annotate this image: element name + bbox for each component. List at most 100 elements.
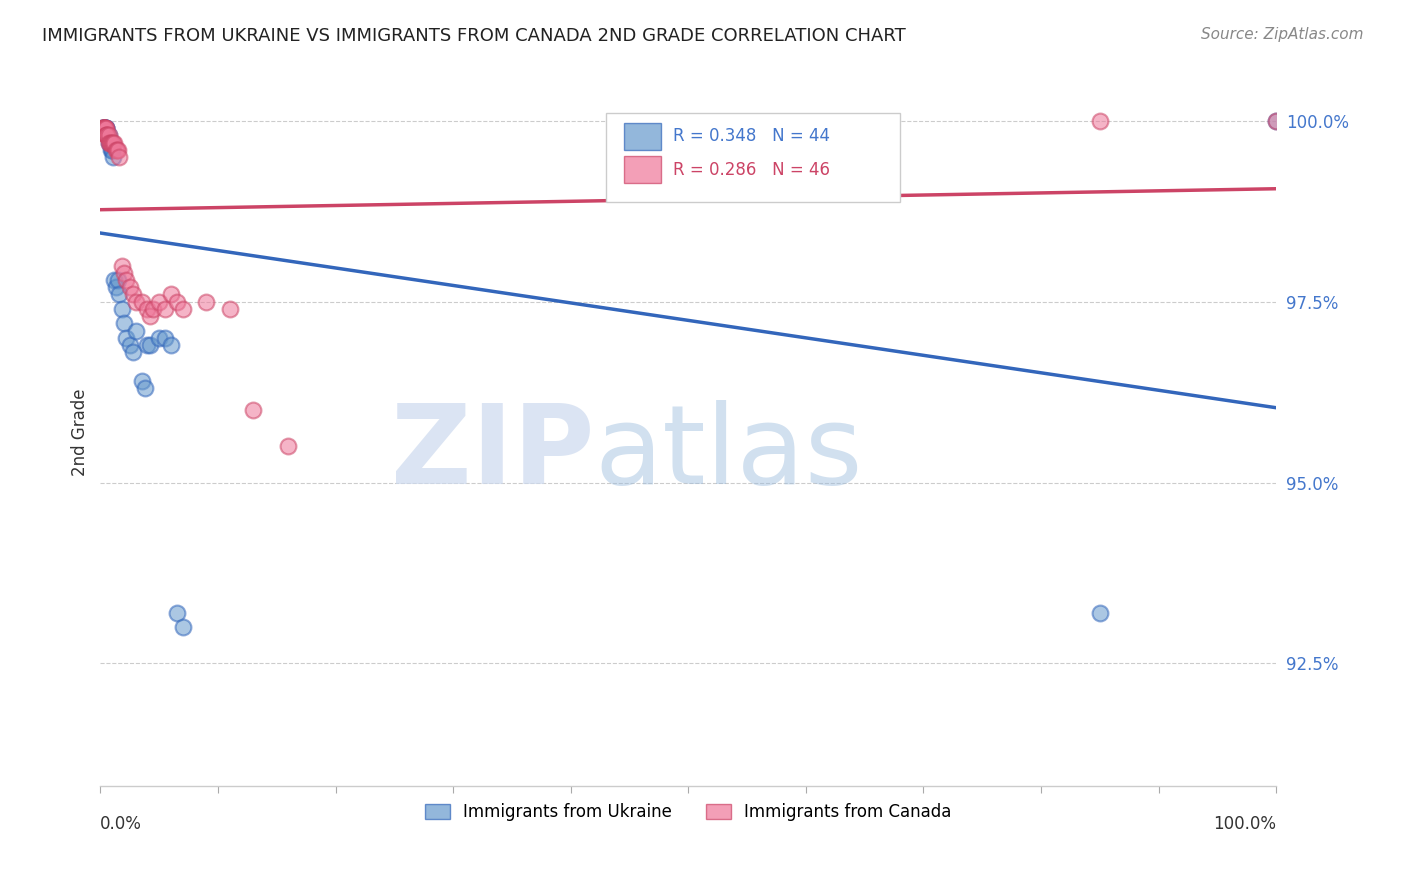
Text: R = 0.348   N = 44: R = 0.348 N = 44 bbox=[673, 128, 830, 145]
Immigrants from Ukraine bbox=[1265, 113, 1288, 128]
Immigrants from Canada bbox=[93, 121, 115, 136]
Immigrants from Canada bbox=[93, 121, 115, 136]
Text: R = 0.286   N = 46: R = 0.286 N = 46 bbox=[673, 161, 830, 178]
Immigrants from Ukraine bbox=[131, 374, 153, 388]
Immigrants from Ukraine bbox=[172, 620, 194, 634]
Immigrants from Canada bbox=[91, 121, 114, 136]
Immigrants from Ukraine bbox=[104, 280, 127, 294]
Immigrants from Canada bbox=[1265, 113, 1288, 128]
Immigrants from Ukraine bbox=[97, 136, 120, 150]
Immigrants from Canada bbox=[172, 301, 194, 316]
Immigrants from Canada bbox=[98, 136, 121, 150]
Immigrants from Canada bbox=[97, 136, 120, 150]
Immigrants from Canada bbox=[97, 128, 120, 143]
Immigrants from Canada bbox=[142, 301, 165, 316]
Immigrants from Ukraine bbox=[115, 331, 138, 345]
Immigrants from Canada bbox=[108, 150, 131, 164]
Immigrants from Ukraine bbox=[96, 128, 118, 143]
Immigrants from Ukraine bbox=[107, 273, 129, 287]
Immigrants from Canada bbox=[242, 403, 264, 417]
Immigrants from Ukraine bbox=[166, 606, 188, 620]
Immigrants from Ukraine bbox=[148, 331, 170, 345]
Immigrants from Canada bbox=[195, 294, 218, 309]
Immigrants from Ukraine bbox=[153, 331, 176, 345]
Immigrants from Ukraine bbox=[96, 121, 118, 136]
Immigrants from Canada bbox=[160, 287, 183, 301]
Immigrants from Ukraine bbox=[134, 382, 156, 396]
Immigrants from Canada bbox=[138, 309, 160, 323]
Immigrants from Ukraine bbox=[94, 121, 117, 136]
Immigrants from Ukraine bbox=[112, 317, 135, 331]
Text: ZIP: ZIP bbox=[391, 400, 595, 507]
Immigrants from Canada bbox=[94, 121, 117, 136]
Immigrants from Canada bbox=[131, 294, 153, 309]
Immigrants from Ukraine bbox=[97, 128, 120, 143]
Immigrants from Canada bbox=[96, 128, 118, 143]
Immigrants from Canada bbox=[118, 280, 141, 294]
Immigrants from Ukraine bbox=[93, 121, 115, 136]
Immigrants from Ukraine bbox=[98, 136, 121, 150]
FancyBboxPatch shape bbox=[623, 156, 661, 183]
Immigrants from Ukraine bbox=[91, 121, 114, 136]
Immigrants from Canada bbox=[153, 301, 176, 316]
Immigrants from Canada bbox=[105, 143, 128, 157]
Immigrants from Canada bbox=[96, 128, 118, 143]
Immigrants from Canada bbox=[110, 259, 132, 273]
Immigrants from Ukraine bbox=[96, 121, 118, 136]
Immigrants from Ukraine bbox=[118, 338, 141, 352]
Immigrants from Canada bbox=[94, 121, 117, 136]
Immigrants from Canada bbox=[96, 121, 118, 136]
Immigrants from Ukraine bbox=[110, 301, 132, 316]
Immigrants from Canada bbox=[124, 294, 146, 309]
Immigrants from Ukraine bbox=[138, 338, 160, 352]
Immigrants from Canada bbox=[94, 121, 117, 136]
Immigrants from Ukraine bbox=[1088, 606, 1111, 620]
Immigrants from Ukraine bbox=[103, 273, 125, 287]
Immigrants from Canada bbox=[122, 287, 145, 301]
Immigrants from Canada bbox=[103, 136, 125, 150]
Immigrants from Ukraine bbox=[93, 121, 115, 136]
Immigrants from Canada bbox=[93, 121, 115, 136]
Immigrants from Ukraine bbox=[100, 143, 122, 157]
Immigrants from Ukraine bbox=[160, 338, 183, 352]
Immigrants from Ukraine bbox=[98, 136, 121, 150]
Immigrants from Canada bbox=[112, 266, 135, 280]
Immigrants from Ukraine bbox=[94, 121, 117, 136]
Text: 0.0%: 0.0% bbox=[100, 815, 142, 833]
Immigrants from Ukraine bbox=[103, 150, 125, 164]
Immigrants from Canada bbox=[107, 143, 129, 157]
Immigrants from Canada bbox=[277, 439, 299, 453]
Immigrants from Canada bbox=[218, 301, 240, 316]
Immigrants from Ukraine bbox=[96, 128, 118, 143]
Immigrants from Ukraine bbox=[94, 121, 117, 136]
Immigrants from Ukraine bbox=[101, 143, 124, 157]
Immigrants from Canada bbox=[103, 136, 125, 150]
Immigrants from Ukraine bbox=[124, 324, 146, 338]
Immigrants from Ukraine bbox=[101, 143, 124, 157]
Immigrants from Ukraine bbox=[91, 121, 114, 136]
Immigrants from Canada bbox=[104, 143, 127, 157]
Text: IMMIGRANTS FROM UKRAINE VS IMMIGRANTS FROM CANADA 2ND GRADE CORRELATION CHART: IMMIGRANTS FROM UKRAINE VS IMMIGRANTS FR… bbox=[42, 27, 905, 45]
Immigrants from Canada bbox=[148, 294, 170, 309]
Immigrants from Canada bbox=[136, 301, 159, 316]
Immigrants from Ukraine bbox=[122, 345, 145, 359]
Immigrants from Ukraine bbox=[90, 121, 112, 136]
Immigrants from Canada bbox=[96, 128, 118, 143]
Immigrants from Canada bbox=[96, 128, 118, 143]
Immigrants from Canada bbox=[1088, 113, 1111, 128]
Immigrants from Canada bbox=[101, 136, 124, 150]
Y-axis label: 2nd Grade: 2nd Grade bbox=[72, 388, 89, 475]
FancyBboxPatch shape bbox=[623, 123, 661, 150]
Text: atlas: atlas bbox=[595, 400, 863, 507]
Immigrants from Canada bbox=[166, 294, 188, 309]
Immigrants from Canada bbox=[90, 121, 112, 136]
FancyBboxPatch shape bbox=[606, 113, 900, 202]
Immigrants from Canada bbox=[91, 121, 114, 136]
Immigrants from Ukraine bbox=[100, 136, 122, 150]
Immigrants from Ukraine bbox=[136, 338, 159, 352]
Immigrants from Canada bbox=[115, 273, 138, 287]
Immigrants from Canada bbox=[100, 136, 122, 150]
Text: 100.0%: 100.0% bbox=[1213, 815, 1277, 833]
Immigrants from Ukraine bbox=[93, 121, 115, 136]
Text: Source: ZipAtlas.com: Source: ZipAtlas.com bbox=[1201, 27, 1364, 42]
